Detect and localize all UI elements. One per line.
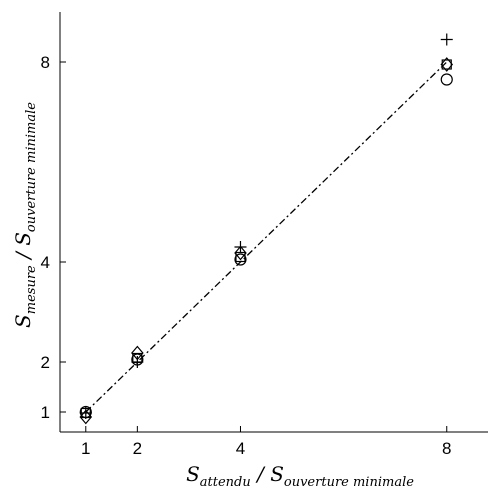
plus-marker: [131, 356, 144, 368]
y-tick-label: 4: [41, 253, 50, 272]
data-points: [79, 33, 454, 425]
axes: [59, 12, 488, 433]
diamond-marker: [79, 409, 93, 425]
reference-line-group: [85, 61, 448, 413]
diamond-marker: [234, 245, 247, 261]
plus-marker: [234, 241, 247, 253]
square-marker: [441, 59, 452, 70]
x-tick-label: 2: [133, 439, 142, 458]
plus-marker: [440, 33, 453, 46]
y-tick-label: 1: [41, 403, 50, 422]
y-axis-label: Smesure / Souverture minimale: [11, 102, 39, 328]
x-tick-label: 1: [81, 439, 90, 458]
y-tick-label: 8: [41, 53, 50, 72]
plus-marker: [79, 407, 92, 419]
x-tick-label: 8: [442, 439, 451, 458]
reference-line: [85, 61, 448, 413]
y-tick-label: 2: [41, 353, 50, 372]
circle-marker: [440, 73, 453, 86]
circle-marker: [234, 253, 247, 266]
diamond-marker: [440, 57, 454, 72]
x-tick-label: 4: [236, 439, 245, 458]
x-axis-label: Sattendu / Souverture minimale: [186, 462, 414, 487]
